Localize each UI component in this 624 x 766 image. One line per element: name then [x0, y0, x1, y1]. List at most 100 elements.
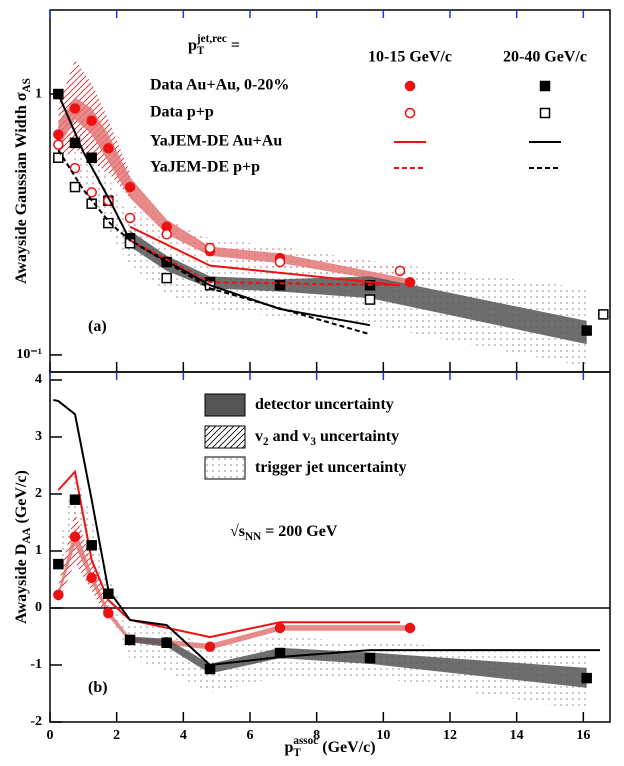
x-axis-title-part: p	[284, 739, 293, 756]
x-axis-title-part: T	[293, 747, 301, 759]
annotation-part: (b)	[88, 679, 108, 696]
y-tick-label: 3	[35, 429, 42, 444]
data-point	[103, 607, 114, 619]
legend-symbol	[539, 80, 551, 92]
legend-label-part: 3	[310, 436, 316, 448]
data-point	[124, 212, 136, 224]
y-tick-label: 4	[35, 372, 42, 387]
annotation-part: (a)	[88, 318, 107, 335]
data-point	[274, 622, 286, 634]
y-tick-label: 10⁻¹	[16, 347, 42, 362]
data-point	[69, 162, 81, 174]
x-tick-label: 14	[510, 728, 524, 743]
annotation: (b)	[88, 679, 108, 696]
y-axis-title-part: Awayside Gaussian Width σ	[13, 92, 30, 284]
legend-label-part: uncertainty	[316, 428, 399, 445]
data-point	[69, 103, 81, 114]
legend-label-part: trigger jet uncertainty	[255, 459, 407, 476]
legend-header-part: jet,rec	[196, 33, 227, 45]
data-point	[103, 217, 114, 229]
data-point	[364, 294, 376, 305]
legend-symbol	[539, 107, 551, 119]
legend-label-part: 2	[263, 436, 269, 448]
annotation: (a)	[88, 318, 107, 335]
legend-symbol	[404, 80, 416, 92]
model-line	[129, 239, 401, 287]
annotation-part: = 200 GeV	[261, 523, 338, 540]
data-point	[103, 142, 114, 154]
legend-label: v2 and v3 uncertainty	[255, 428, 399, 448]
data-point	[53, 129, 64, 140]
data-point	[124, 634, 136, 646]
legend-header-part: p	[188, 37, 197, 54]
annotation: √sNN = 200 GeV	[230, 523, 338, 543]
y-tick-label: 0	[35, 600, 42, 615]
legend-column: 10-15 GeV/c	[368, 49, 452, 66]
x-tick-label: 4	[180, 728, 187, 743]
x-tick-label: 10	[376, 728, 390, 743]
data-point	[274, 256, 286, 268]
data-point	[161, 272, 172, 284]
y-tick-label: 1	[35, 86, 42, 101]
data-point	[53, 558, 64, 570]
data-point	[581, 672, 592, 684]
x-tick-label: 12	[443, 728, 457, 743]
legend-label: YaJEM-DE p+p	[150, 159, 260, 176]
data-point	[404, 276, 416, 288]
y-tick-label: 2	[35, 486, 42, 501]
y-axis-title-part: (GeV/c)	[13, 470, 30, 527]
data-point	[204, 641, 216, 653]
data-point	[69, 531, 81, 542]
data-point	[204, 242, 216, 254]
data-point	[86, 187, 97, 198]
x-axis-title-part: assoc	[293, 735, 318, 747]
data-point	[53, 152, 64, 163]
legend-swatch	[204, 456, 246, 480]
data-point	[274, 279, 286, 291]
x-tick-label: 8	[313, 728, 320, 743]
data-point	[161, 637, 172, 649]
data-point	[124, 181, 136, 193]
data-point	[161, 256, 172, 268]
legend-label: Data p+p	[150, 104, 214, 121]
data-point	[581, 325, 592, 336]
legend-swatch	[204, 425, 246, 449]
legend-symbol	[404, 107, 416, 119]
annotation-part: √s	[230, 523, 245, 540]
legend-label-part: v	[255, 428, 263, 445]
data-point	[69, 494, 81, 505]
legend-label-part: detector uncertainty	[255, 396, 394, 413]
y-axis-title: Awayside DAA (GeV/c)	[13, 470, 33, 624]
data-point	[364, 652, 376, 664]
data-point	[103, 588, 114, 599]
legend-label-part: and v	[269, 428, 311, 445]
x-tick-label: 2	[113, 728, 120, 743]
data-point	[86, 115, 97, 127]
legend-column: 20-40 GeV/c	[503, 49, 587, 66]
y-tick-label: -1	[30, 657, 42, 672]
legend-label: YaJEM-DE Au+Au	[150, 133, 282, 150]
data-point	[404, 622, 416, 634]
model-line	[57, 469, 400, 639]
data-point	[161, 229, 172, 240]
data-point	[598, 309, 609, 320]
data-point	[69, 181, 81, 193]
data-point	[53, 589, 64, 601]
y-axis-title-part: Awayside D	[13, 544, 30, 624]
plot-frame	[49, 371, 611, 723]
legend-label: trigger jet uncertainty	[255, 459, 407, 476]
model-line	[129, 225, 401, 287]
y-axis-title: Awayside Gaussian Width σAS	[13, 78, 33, 284]
data-point	[204, 663, 216, 675]
legend-label: detector uncertainty	[255, 396, 394, 413]
uncertainty-band	[130, 230, 587, 345]
uncertainty-band	[130, 636, 587, 688]
y-axis-title-part: AS	[21, 78, 33, 92]
legend-header-part: T	[197, 45, 205, 57]
legend-swatch	[204, 393, 246, 417]
uncertainty-band	[130, 197, 400, 280]
x-axis-title-part: (GeV/c)	[318, 739, 375, 756]
data-point	[86, 540, 97, 551]
x-axis-title: pTassoc (GeV/c)	[284, 735, 375, 759]
